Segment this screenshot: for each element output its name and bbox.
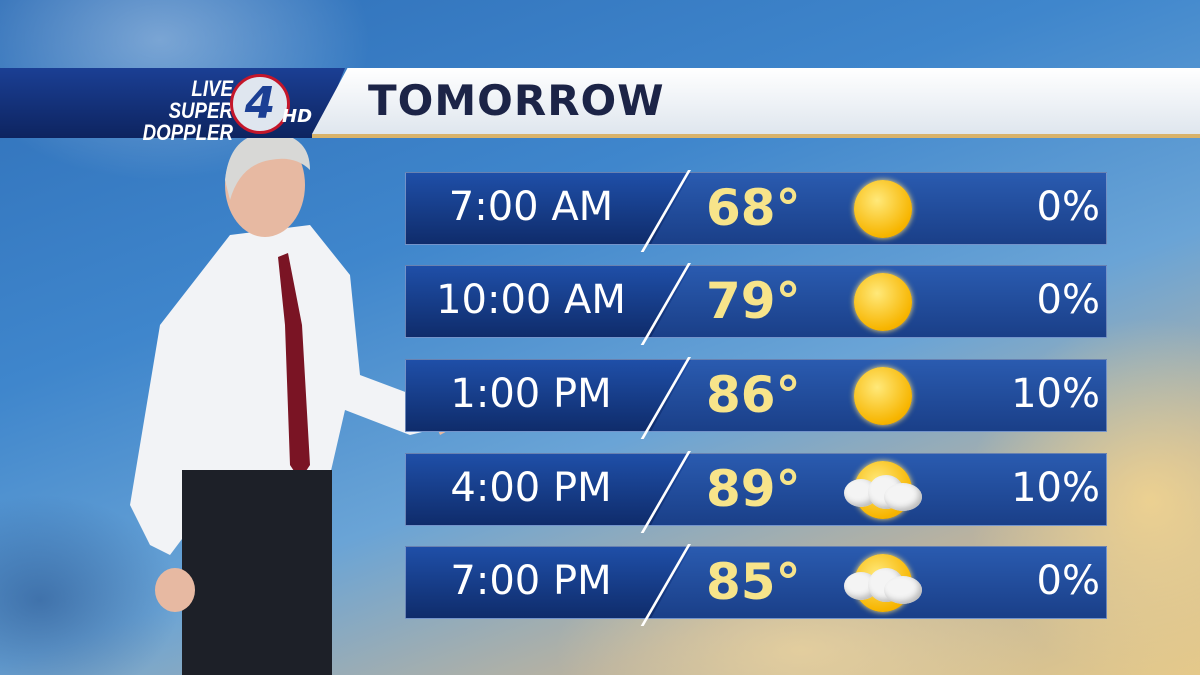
header-bar: LIVE SUPER DOPPLER 4 HD TOMORROW [0, 68, 1200, 144]
forecast-row: 1:00 PM 86° 10% [405, 357, 1107, 439]
time-panel [406, 454, 691, 525]
precip-chance: 0% [1036, 277, 1100, 323]
station-logo: LIVE SUPER DOPPLER [127, 78, 233, 144]
time-panel [406, 266, 691, 337]
partly-cloudy-icon [844, 554, 922, 612]
title-panel [312, 68, 1200, 134]
forecast-time: 7:00 PM [450, 558, 612, 604]
forecast-temp: 85° [706, 553, 801, 611]
logo-line2: DOPPLER [142, 120, 233, 145]
forecast-time: 7:00 AM [448, 184, 614, 230]
time-panel [406, 360, 691, 431]
partly-cloudy-icon [844, 461, 922, 519]
precip-chance: 10% [1011, 371, 1100, 417]
forecast-row: 10:00 AM 79° 0% [405, 263, 1107, 345]
forecast-temp: 89° [706, 460, 801, 518]
precip-chance: 0% [1036, 558, 1100, 604]
sunny-icon [854, 273, 912, 331]
precip-chance: 10% [1011, 465, 1100, 511]
time-panel [406, 547, 691, 618]
forecast-time: 10:00 AM [436, 277, 626, 323]
logo-hd: HD [282, 106, 313, 127]
forecast-row: 7:00 PM 85° 0% [405, 544, 1107, 626]
time-panel [406, 173, 691, 244]
forecast-time: 4:00 PM [450, 465, 612, 511]
page-title: TOMORROW [368, 76, 665, 125]
forecast-temp: 68° [706, 179, 801, 237]
forecast-row: 4:00 PM 89° 10% [405, 451, 1107, 533]
sunny-icon [854, 180, 912, 238]
gold-rule [312, 134, 1200, 138]
sunny-icon [854, 367, 912, 425]
channel-4-logo: 4 [230, 74, 290, 134]
precip-chance: 0% [1036, 184, 1100, 230]
forecast-temp: 79° [706, 272, 801, 330]
forecast-time: 1:00 PM [450, 371, 612, 417]
forecast-row: 7:00 AM 68° 0% [405, 170, 1107, 252]
logo-line1: LIVE SUPER [168, 76, 233, 123]
forecast-temp: 86° [706, 366, 801, 424]
